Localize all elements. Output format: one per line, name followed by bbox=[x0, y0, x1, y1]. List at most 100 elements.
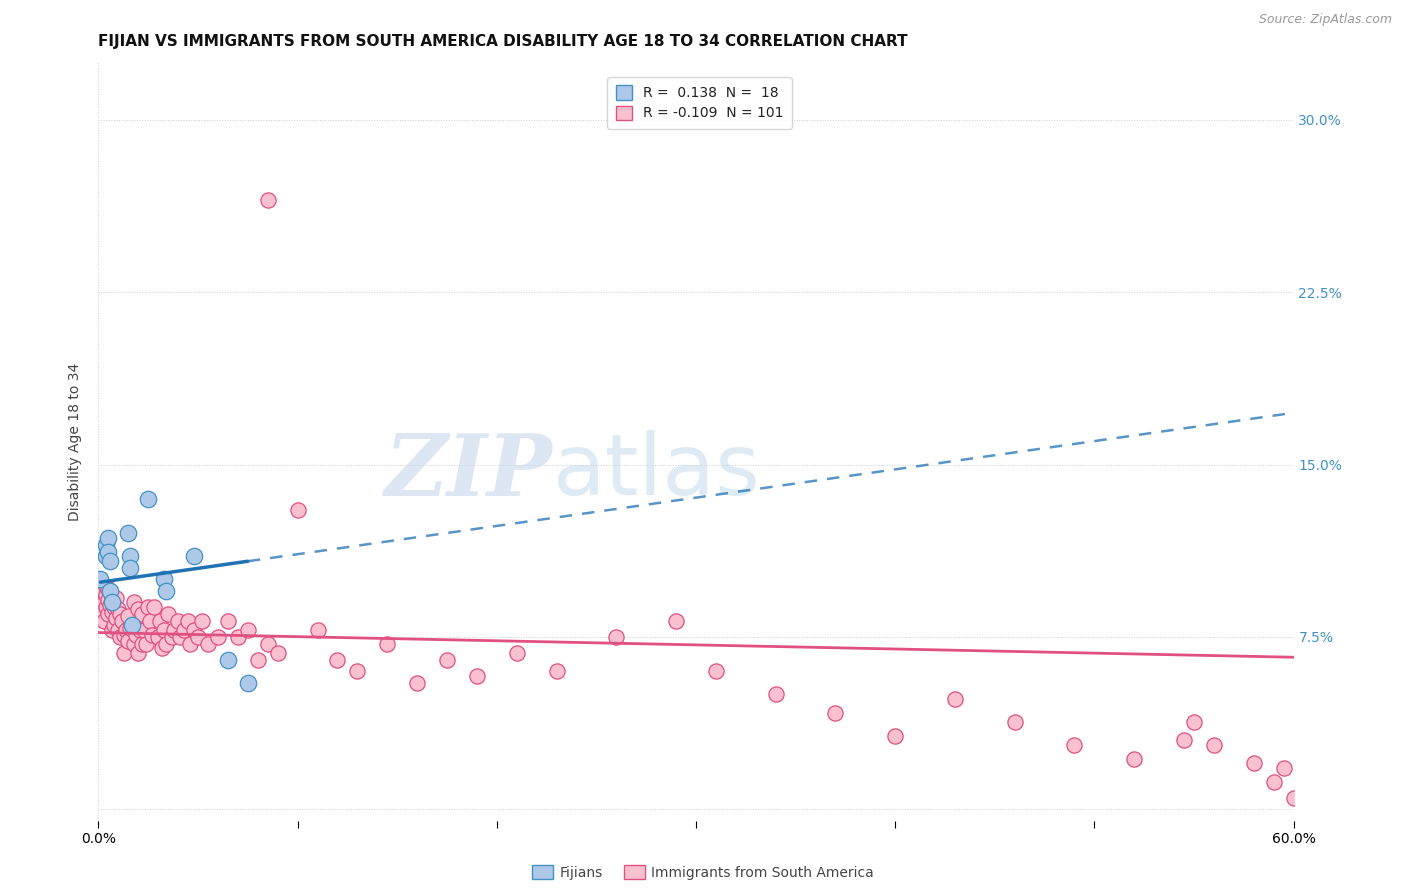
Point bbox=[121, 618, 143, 632]
Point bbox=[1004, 714, 1026, 729]
Legend: Fijians, Immigrants from South America: Fijians, Immigrants from South America bbox=[526, 859, 880, 885]
Point bbox=[107, 602, 129, 616]
Point bbox=[96, 589, 118, 603]
Point bbox=[127, 602, 149, 616]
Point bbox=[236, 623, 259, 637]
Point bbox=[112, 627, 135, 641]
Point bbox=[326, 653, 349, 667]
Point bbox=[131, 637, 153, 651]
Point bbox=[101, 591, 124, 605]
Point bbox=[101, 623, 124, 637]
Text: Source: ZipAtlas.com: Source: ZipAtlas.com bbox=[1258, 13, 1392, 27]
Point bbox=[96, 599, 118, 614]
Point bbox=[1272, 761, 1295, 775]
Point bbox=[120, 621, 142, 635]
Point bbox=[704, 665, 727, 679]
Point bbox=[207, 630, 229, 644]
Point bbox=[169, 630, 191, 644]
Point bbox=[101, 595, 124, 609]
Point bbox=[91, 599, 114, 614]
Point bbox=[125, 627, 148, 641]
Point bbox=[1243, 756, 1265, 771]
Point bbox=[287, 503, 309, 517]
Point bbox=[96, 579, 118, 593]
Point bbox=[884, 729, 907, 743]
Point bbox=[112, 646, 135, 660]
Point bbox=[406, 675, 429, 690]
Point bbox=[160, 630, 183, 644]
Point bbox=[139, 614, 162, 628]
Text: atlas: atlas bbox=[553, 430, 761, 514]
Point bbox=[117, 609, 139, 624]
Point bbox=[183, 623, 205, 637]
Point bbox=[134, 623, 156, 637]
Point bbox=[179, 637, 201, 651]
Point bbox=[124, 637, 146, 651]
Point bbox=[135, 637, 157, 651]
Point bbox=[506, 646, 529, 660]
Point bbox=[346, 665, 368, 679]
Point bbox=[96, 549, 118, 564]
Point bbox=[103, 618, 125, 632]
Point bbox=[157, 607, 180, 621]
Text: FIJIAN VS IMMIGRANTS FROM SOUTH AMERICA DISABILITY AGE 18 TO 34 CORRELATION CHAR: FIJIAN VS IMMIGRANTS FROM SOUTH AMERICA … bbox=[98, 34, 908, 49]
Point bbox=[1173, 733, 1195, 747]
Point bbox=[173, 623, 195, 637]
Point bbox=[465, 669, 488, 683]
Point bbox=[131, 607, 153, 621]
Point bbox=[436, 653, 458, 667]
Point bbox=[127, 646, 149, 660]
Point bbox=[256, 194, 278, 208]
Point bbox=[117, 526, 139, 541]
Point bbox=[1282, 790, 1305, 805]
Point bbox=[97, 582, 120, 596]
Point bbox=[824, 706, 846, 720]
Point bbox=[93, 595, 115, 609]
Point bbox=[183, 549, 205, 564]
Point bbox=[120, 561, 142, 575]
Point bbox=[115, 623, 138, 637]
Point bbox=[148, 630, 170, 644]
Point bbox=[155, 583, 177, 598]
Point bbox=[129, 623, 152, 637]
Point bbox=[89, 583, 111, 598]
Point bbox=[91, 607, 114, 621]
Point bbox=[267, 646, 290, 660]
Point bbox=[89, 573, 111, 587]
Point bbox=[93, 583, 115, 598]
Point bbox=[765, 687, 787, 701]
Point bbox=[121, 618, 143, 632]
Point bbox=[149, 614, 172, 628]
Point bbox=[98, 583, 122, 598]
Point bbox=[155, 637, 177, 651]
Point bbox=[89, 573, 111, 587]
Point bbox=[105, 611, 128, 625]
Point bbox=[153, 623, 176, 637]
Point bbox=[120, 549, 142, 564]
Point bbox=[546, 665, 568, 679]
Point bbox=[98, 554, 122, 568]
Point bbox=[256, 637, 278, 651]
Point bbox=[226, 630, 249, 644]
Point bbox=[187, 630, 209, 644]
Point bbox=[136, 599, 159, 614]
Point bbox=[246, 653, 269, 667]
Point bbox=[97, 593, 120, 607]
Point bbox=[307, 623, 329, 637]
Point bbox=[177, 614, 200, 628]
Point bbox=[217, 653, 239, 667]
Point bbox=[110, 607, 132, 621]
Point bbox=[1182, 714, 1205, 729]
Point bbox=[1123, 751, 1146, 765]
Point bbox=[136, 491, 159, 506]
Point bbox=[605, 630, 627, 644]
Point bbox=[167, 614, 190, 628]
Point bbox=[117, 634, 139, 648]
Legend: R =  0.138  N =  18, R = -0.109  N = 101: R = 0.138 N = 18, R = -0.109 N = 101 bbox=[607, 77, 792, 128]
Point bbox=[191, 614, 214, 628]
Point bbox=[150, 641, 173, 656]
Y-axis label: Disability Age 18 to 34: Disability Age 18 to 34 bbox=[69, 362, 83, 521]
Point bbox=[97, 607, 120, 621]
Point bbox=[141, 627, 163, 641]
Point bbox=[217, 614, 239, 628]
